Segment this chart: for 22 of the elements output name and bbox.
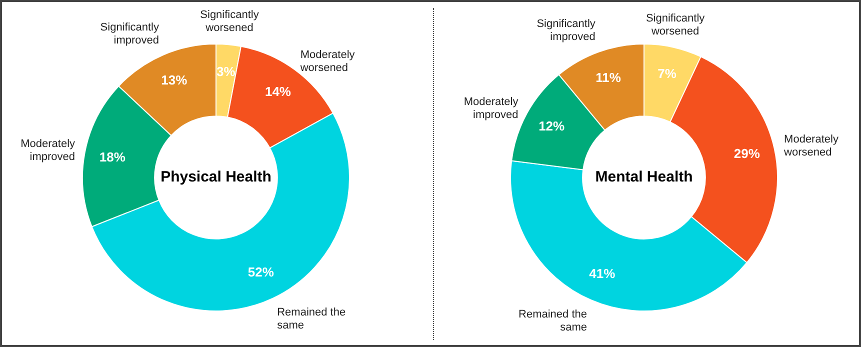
slice-label: Significantly worsened: [200, 9, 260, 34]
data-label: 29%: [734, 146, 760, 162]
slice-label: Moderately worsened: [783, 134, 839, 159]
slice-label: Moderately worsened: [299, 48, 356, 74]
slice-label: Significantly improved: [100, 21, 160, 46]
data-label: 3%: [216, 64, 236, 80]
data-label: 7%: [658, 66, 677, 82]
data-label: 13%: [161, 72, 188, 88]
slice-label: Significantly worsened: [646, 12, 706, 38]
data-label: 14%: [264, 84, 292, 99]
data-label: 12%: [538, 118, 566, 134]
data-label: 52%: [248, 264, 274, 280]
text: Physical Health: [160, 168, 272, 186]
slice-label: Moderately improved: [464, 96, 519, 121]
slice-label: Moderately improved: [20, 138, 76, 164]
slice-label: Remained the same: [277, 306, 346, 332]
data-label: 18%: [99, 149, 126, 164]
text: Mental Health: [595, 168, 693, 186]
data-label: 11%: [596, 70, 622, 85]
data-label: 41%: [589, 266, 616, 281]
slice-label: Remained the same: [518, 308, 588, 334]
slice-label: Significantly improved: [536, 18, 596, 43]
